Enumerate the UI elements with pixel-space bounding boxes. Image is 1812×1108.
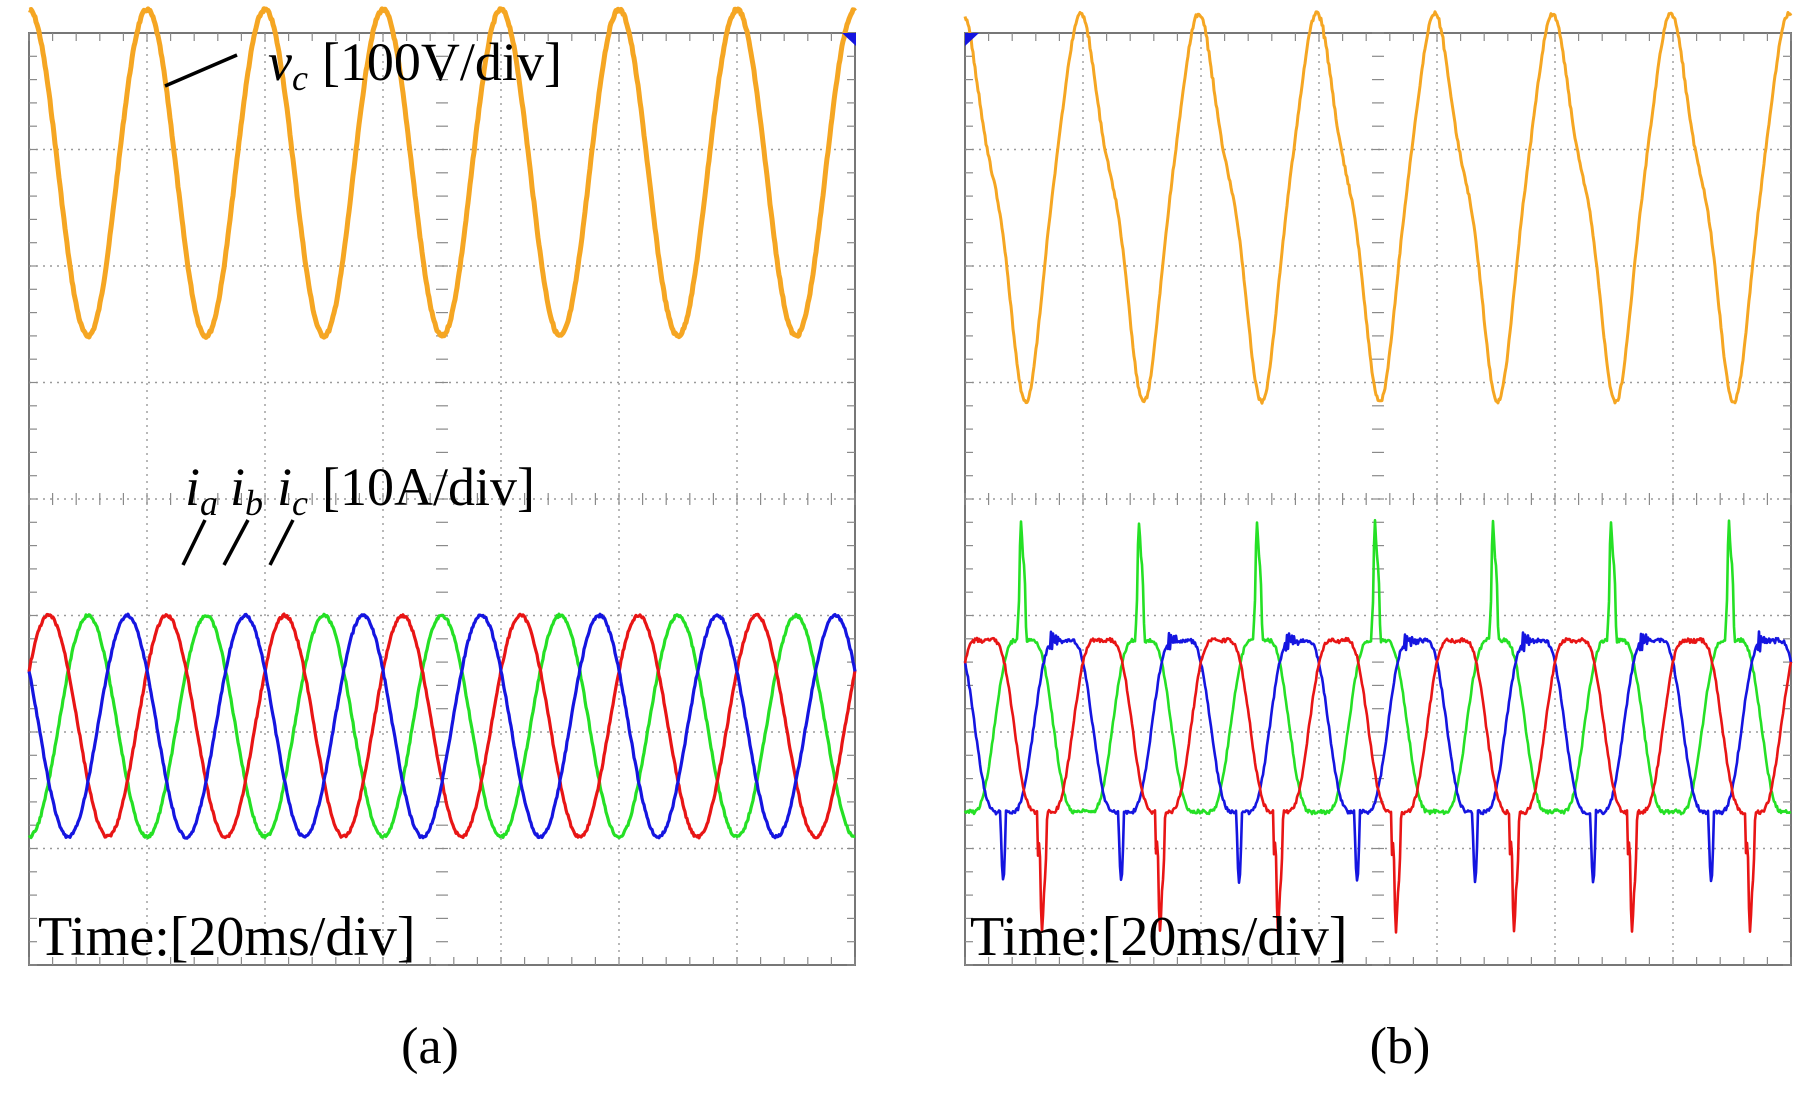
- trace-vc-b: [963, 10, 1793, 405]
- grid-b: [964, 32, 1792, 966]
- grid-a: [28, 32, 856, 966]
- traces-b: [963, 10, 1793, 935]
- time-scale-a: Time:[20ms/div]: [38, 906, 416, 968]
- trigger-marker-a: [842, 33, 856, 46]
- panel-b: Time:[20ms/div] (b): [963, 10, 1793, 1075]
- ib-pointer-line: [222, 519, 250, 566]
- ia-subscript: a: [200, 483, 218, 523]
- current-annotation: ia ib ic [10A/div]: [185, 457, 535, 523]
- ib-subscript: b: [245, 483, 263, 523]
- ib-symbol: i: [230, 457, 245, 517]
- vc-symbol: v: [268, 32, 292, 92]
- ic-subscript: c: [292, 483, 308, 523]
- trace-vc-a: [27, 6, 857, 340]
- current-scale: [10A/div]: [322, 457, 535, 517]
- traces-a: [27, 6, 857, 840]
- panel-label-b: (b): [1370, 1018, 1431, 1075]
- vc-subscript: c: [292, 58, 308, 98]
- panel-label-a: (a): [401, 1018, 459, 1075]
- vc-annotation: vc [100V/div]: [268, 32, 562, 98]
- trace-ib-b: [963, 636, 1793, 935]
- ic-pointer-line: [268, 519, 295, 566]
- vc-scale: [100V/div]: [322, 32, 562, 92]
- trigger-marker-b: [965, 33, 979, 46]
- ia-pointer-line: [181, 519, 207, 566]
- time-scale-b: Time:[20ms/div]: [970, 906, 1348, 968]
- ia-symbol: i: [185, 457, 200, 517]
- panel-a: vc [100V/div] ia ib ic [10A/div] Time:[20ms/…: [27, 6, 857, 1075]
- ic-symbol: i: [277, 457, 292, 517]
- trace-ia-a: [27, 612, 857, 840]
- vc-pointer-line: [164, 53, 238, 88]
